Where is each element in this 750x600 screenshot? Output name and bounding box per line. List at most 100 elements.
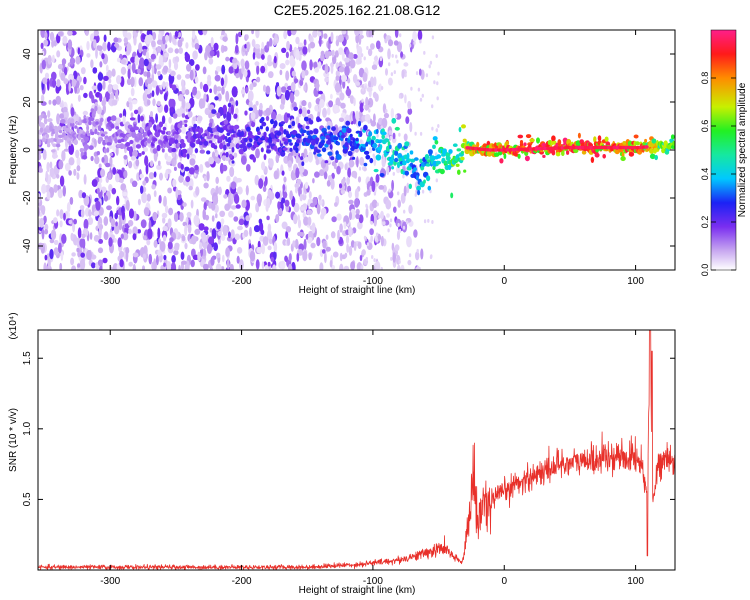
heatmap-ridge-cell <box>116 143 121 148</box>
heatmap-ridge-cell <box>50 137 55 143</box>
heatmap-ridge-cell <box>88 120 92 126</box>
heatmap-cell <box>318 194 322 201</box>
heatmap-cell <box>339 263 344 270</box>
heatmap-cell <box>303 238 307 250</box>
heatmap-ridge-cell <box>620 156 626 162</box>
heatmap-cell <box>316 80 320 92</box>
heatmap-cell <box>223 194 228 199</box>
heatmap-ridge-cell <box>260 116 265 122</box>
heatmap-cell <box>115 145 119 156</box>
heatmap-cell <box>202 208 206 220</box>
heatmap-cell <box>307 237 313 243</box>
heatmap-cell <box>138 77 144 87</box>
heatmap-ridge-cell <box>59 113 64 119</box>
heatmap-cell <box>280 86 287 93</box>
heatmap-ridge-cell <box>233 113 238 119</box>
heatmap-cell <box>326 120 332 128</box>
heatmap-cell <box>373 157 377 166</box>
heatmap-cell <box>231 86 238 98</box>
heatmap-ridge-cell <box>493 142 498 148</box>
heatmap-cell <box>139 57 145 69</box>
heatmap-cell <box>44 254 48 261</box>
heatmap-cell <box>107 41 111 52</box>
heatmap-cell <box>116 57 121 63</box>
heatmap-cell <box>397 264 401 270</box>
heatmap-cell <box>220 233 226 241</box>
heatmap-cell <box>122 115 126 125</box>
heatmap-cell <box>158 194 162 204</box>
heatmap-cell <box>142 235 148 241</box>
heatmap-cell <box>322 162 326 168</box>
heatmap-ridge-cell <box>62 106 68 113</box>
heatmap-cell <box>181 260 187 265</box>
heatmap-cell <box>49 31 55 42</box>
heatmap-ridge-cell <box>248 107 253 111</box>
heatmap-cell <box>187 110 193 118</box>
heatmap-cell <box>222 45 228 52</box>
heatmap-cell <box>197 30 203 35</box>
heatmap-cell <box>414 131 417 136</box>
heatmap-ridge-cell <box>58 134 63 139</box>
heatmap-cell <box>158 54 163 65</box>
heatmap-cell <box>297 249 304 256</box>
heatmap-cell <box>158 160 161 166</box>
heatmap-ridge-cell <box>491 143 495 148</box>
heatmap-ridge-cell <box>476 141 480 148</box>
heatmap-ridge-cell <box>249 137 253 143</box>
heatmap-ridge-cell <box>336 141 341 146</box>
heatmap-ridge-cell <box>129 139 134 145</box>
heatmap-cell <box>399 33 402 38</box>
heatmap-cell <box>326 51 333 57</box>
heatmap-ridge-cell <box>181 148 188 154</box>
heatmap-cell <box>288 263 293 270</box>
heatmap-cell <box>256 246 262 254</box>
heatmap-ridge-cell <box>38 139 42 146</box>
heatmap-cell <box>359 156 365 166</box>
heatmap-cell <box>185 176 191 183</box>
heatmap-cell <box>263 166 268 174</box>
heatmap-cell <box>293 202 300 213</box>
heatmap-ridge-cell <box>404 170 409 176</box>
heatmap-cell <box>281 170 285 176</box>
heatmap-cell <box>258 108 263 117</box>
heatmap-ridge-cell <box>76 127 80 134</box>
heatmap-cell <box>165 169 169 180</box>
heatmap-ridge-cell <box>263 153 267 161</box>
heatmap-cell <box>192 87 197 96</box>
heatmap-cell <box>94 156 100 165</box>
heatmap-cell <box>137 198 141 206</box>
colorbar-tick-label: 0.4 <box>700 168 710 181</box>
heatmap-ridge-cell <box>135 144 142 149</box>
heatmap-cell <box>383 221 386 226</box>
heatmap-cell <box>396 59 399 64</box>
heatmap-cell <box>393 70 396 75</box>
heatmap-cell <box>365 207 369 219</box>
heatmap-ridge-cell <box>557 139 562 146</box>
heatmap-cell <box>343 265 350 270</box>
snr-panel: -300 -200 -100 0 100 0.5 1.0 1.5 (x10⁴) Height… <box>8 312 676 596</box>
heatmap-cell <box>314 67 320 73</box>
heatmap-cell <box>115 173 120 183</box>
heatmap-cell <box>367 119 371 124</box>
heatmap-cell <box>141 45 148 51</box>
heatmap-cell <box>209 88 213 94</box>
heatmap-cell <box>373 191 377 196</box>
heatmap-cell <box>142 147 148 152</box>
heatmap-cell <box>340 112 347 118</box>
heatmap-cell <box>65 211 68 217</box>
heatmap-ridge-cell <box>129 117 136 121</box>
heatmap-ridge-cell <box>140 128 144 134</box>
heatmap-cell <box>283 176 287 183</box>
heatmap-cell <box>149 160 154 167</box>
heatmap-cell <box>162 65 169 73</box>
heatmap-ridge-cell <box>167 147 173 153</box>
heatmap-cell <box>106 147 110 153</box>
heatmap-cell <box>398 132 401 137</box>
heatmap-cell <box>225 90 230 102</box>
snr-y-axis-label: SNR (10 * v/v) <box>8 408 19 472</box>
heatmap-cell <box>309 202 316 208</box>
heatmap-cell <box>364 85 367 90</box>
heatmap-cell <box>88 209 92 218</box>
heatmap-cell <box>215 176 219 184</box>
heatmap-cell <box>146 77 153 84</box>
